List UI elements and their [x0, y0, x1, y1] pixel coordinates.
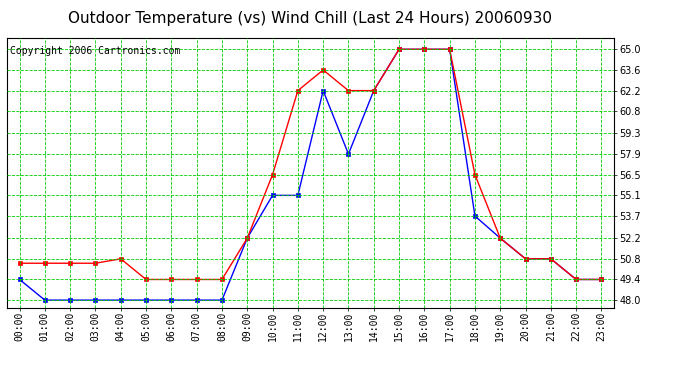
- Text: Copyright 2006 Cartronics.com: Copyright 2006 Cartronics.com: [10, 46, 180, 56]
- Text: Outdoor Temperature (vs) Wind Chill (Last 24 Hours) 20060930: Outdoor Temperature (vs) Wind Chill (Las…: [68, 11, 553, 26]
